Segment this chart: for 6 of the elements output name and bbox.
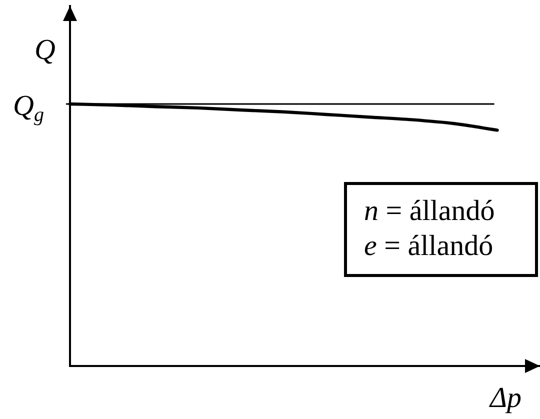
annotation: e = állandó (364, 229, 494, 264)
annotation: n = állandó (364, 194, 496, 229)
ref-line-label: Q$_{g}$ (13, 90, 44, 126)
text-box: n = állandó e = állandó (344, 182, 538, 277)
x-axis-title: Δp (490, 382, 522, 414)
y-axis-title: Q (34, 34, 56, 66)
